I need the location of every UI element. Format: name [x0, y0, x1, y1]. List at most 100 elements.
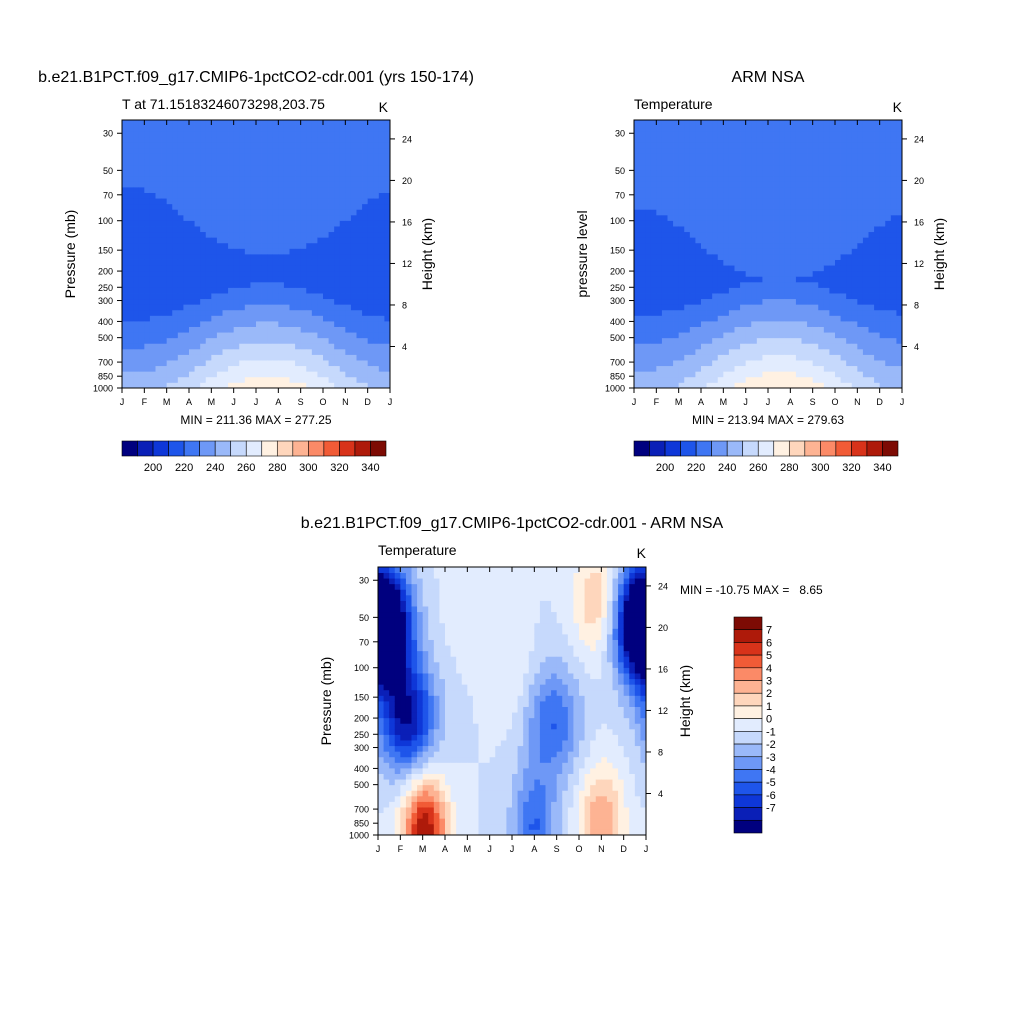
field-cell	[272, 287, 279, 294]
field-cell	[194, 120, 201, 126]
field-cell	[289, 226, 296, 233]
field-cell	[244, 376, 251, 383]
field-cell	[717, 270, 724, 277]
field-cell	[166, 348, 173, 355]
field-cell	[868, 198, 875, 205]
field-cell	[634, 164, 640, 171]
field-cell	[890, 198, 897, 205]
field-cell	[323, 298, 329, 305]
y-tick-label: 150	[98, 246, 113, 256]
field-cell	[166, 265, 173, 272]
field-cell	[835, 209, 841, 216]
field-cell	[384, 360, 391, 367]
field-cell	[127, 170, 134, 177]
field-cell	[306, 315, 313, 322]
field-cell	[801, 159, 808, 166]
field-cell	[383, 645, 390, 652]
field-cell	[328, 203, 335, 210]
field-cell	[122, 270, 128, 277]
field-cell	[334, 304, 341, 311]
field-cell	[812, 198, 819, 205]
field-cell	[345, 382, 352, 389]
field-cell	[639, 343, 646, 350]
field-cell	[267, 131, 274, 138]
field-cell	[723, 309, 730, 316]
field-cell	[200, 125, 207, 132]
field-cell	[367, 187, 374, 193]
field-cell	[267, 259, 274, 266]
field-cell	[200, 259, 207, 266]
field-cell	[645, 164, 652, 171]
field-cell	[295, 332, 302, 339]
field-cell	[868, 287, 875, 294]
field-cell	[228, 254, 235, 260]
field-cell	[801, 293, 808, 300]
field-cell	[311, 298, 318, 305]
field-cell	[779, 192, 786, 199]
field-cell	[383, 589, 390, 596]
field-cell	[378, 231, 385, 238]
field-cell	[189, 259, 195, 266]
field-cell	[161, 153, 168, 160]
field-cell	[745, 131, 752, 138]
field-cell	[801, 259, 808, 266]
field-cell	[835, 142, 841, 149]
field-cell	[244, 237, 251, 244]
field-cell	[334, 321, 341, 327]
field-cell	[144, 131, 151, 138]
field-cell	[650, 337, 657, 344]
field-cell	[874, 376, 881, 383]
field-cell	[784, 315, 791, 322]
field-cell	[373, 248, 380, 255]
field-cell	[818, 337, 825, 344]
field-cell	[818, 120, 825, 126]
field-cell	[661, 248, 668, 255]
field-cell	[149, 248, 156, 255]
field-cell	[645, 298, 652, 305]
field-cell	[155, 248, 162, 255]
field-cell	[795, 231, 802, 238]
field-cell	[127, 276, 134, 283]
field-cell	[661, 281, 668, 288]
field-cell	[172, 142, 179, 149]
field-cell	[373, 164, 380, 171]
field-cell	[161, 265, 168, 272]
field-cell	[762, 337, 769, 344]
field-cell	[689, 281, 696, 288]
field-cell	[773, 348, 780, 355]
field-cell	[634, 254, 640, 260]
field-cell	[228, 270, 235, 277]
field-cell	[373, 371, 380, 378]
field-cell	[278, 120, 285, 126]
field-cell	[250, 371, 257, 378]
field-cell	[166, 337, 173, 344]
field-cell	[216, 231, 223, 238]
field-cell	[389, 650, 396, 657]
field-cell	[149, 181, 156, 188]
field-cell	[283, 159, 290, 166]
field-cell	[317, 354, 324, 361]
field-cell	[317, 242, 324, 249]
field-cell	[183, 209, 190, 216]
field-cell	[149, 276, 156, 283]
field-cell	[706, 242, 713, 249]
field-cell	[673, 181, 680, 188]
field-cell	[122, 326, 128, 333]
field-cell	[823, 231, 830, 238]
field-cell	[177, 371, 184, 378]
field-cell	[840, 332, 847, 339]
field-cell	[717, 136, 724, 143]
field-cell	[773, 287, 780, 294]
field-cell	[244, 242, 251, 249]
field-cell	[790, 198, 797, 205]
field-cell	[267, 382, 274, 389]
field-cell	[127, 321, 134, 327]
field-cell	[149, 371, 156, 378]
field-cell	[773, 365, 780, 372]
field-cell	[868, 382, 875, 389]
field-cell	[823, 120, 830, 126]
field-cell	[283, 343, 290, 350]
field-cell	[807, 142, 814, 149]
field-cell	[334, 153, 341, 160]
field-cell	[712, 159, 719, 166]
